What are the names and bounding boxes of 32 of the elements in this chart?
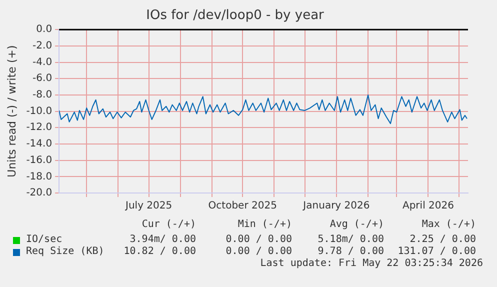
y-axis-title: Units read (-) / write (+): [5, 45, 18, 178]
text: Last update: Fri May 22 03:25:34 2026: [260, 258, 483, 269]
y-tick-label: -10.0: [26, 106, 52, 117]
y-tick-label: -4.0: [32, 56, 52, 68]
chart-title: IOs for /dev/loop0 - by year: [146, 8, 325, 24]
y-tick-label: -18.0: [26, 171, 52, 182]
text: 10.82 / 0.00: [124, 246, 196, 257]
y-tick-label: -16.0: [26, 154, 52, 166]
y-tick-label: -14.0: [26, 138, 52, 150]
text: Min (-/+): [238, 219, 292, 230]
text: 2.25 / 0.00: [410, 234, 476, 245]
x-tick-label: October 2025: [208, 200, 277, 212]
x-tick-label: January 2026: [302, 200, 370, 212]
text: 9.78 / 0.00: [318, 246, 384, 257]
y-tick-label: 0.0: [36, 24, 52, 36]
y-tick-label: -2.0: [32, 40, 52, 52]
text: 5.18m/ 0.00: [318, 234, 384, 245]
y-tick-label: -12.0: [26, 122, 52, 134]
text: Avg (-/+): [330, 219, 384, 230]
text: 3.94m/ 0.00: [130, 234, 196, 245]
x-tick-label: July 2025: [124, 200, 172, 212]
text: 131.07 / 0.00: [398, 246, 476, 257]
y-tick-label: -8.0: [32, 90, 52, 101]
text: Cur (-/+): [142, 219, 196, 230]
legend-label: IO/sec: [26, 234, 62, 245]
y-tick-label: -6.0: [32, 73, 52, 84]
y-tick-label: -20.0: [26, 188, 52, 199]
x-tick-label: April 2026: [402, 200, 454, 212]
text: Max (-/+): [422, 219, 476, 230]
text: 0.00 / 0.00: [226, 246, 292, 257]
text: 0.00 / 0.00: [226, 234, 292, 245]
legend-label: Req Size (KB): [26, 246, 104, 257]
